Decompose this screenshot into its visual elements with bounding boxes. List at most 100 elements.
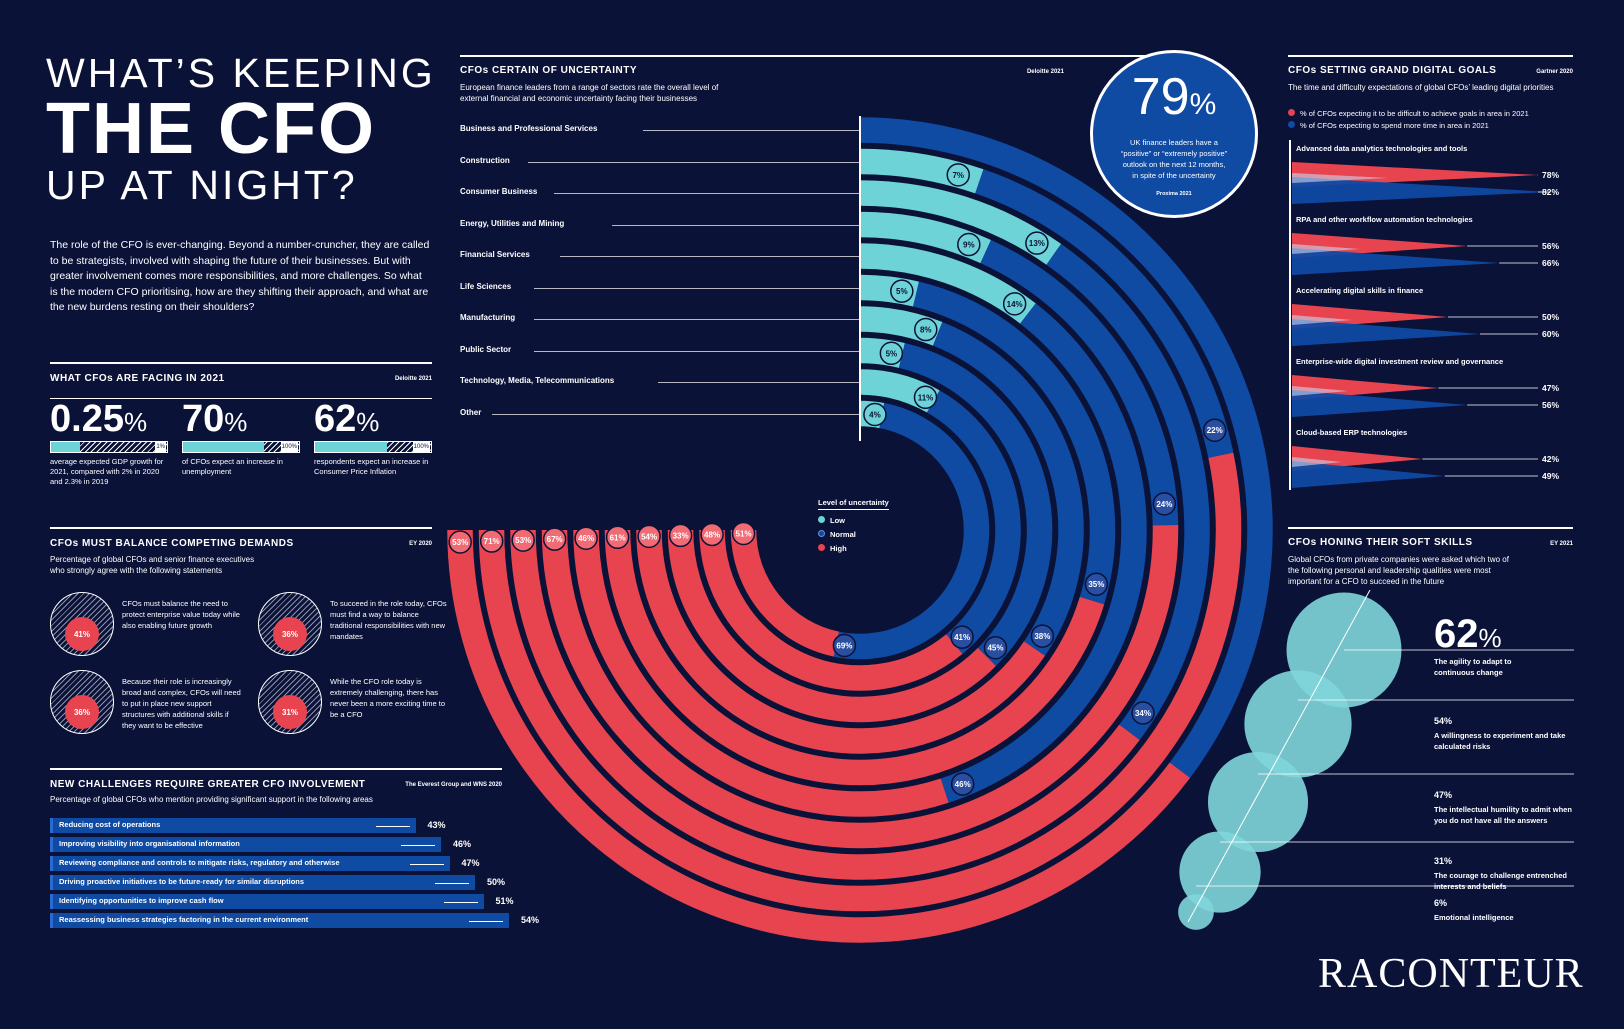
arc-low (859, 148, 984, 194)
stat-bar: 1% (50, 441, 168, 453)
digital-section: CFOs SETTING GRAND DIGITAL GOALS Gartner… (1288, 55, 1573, 76)
callout-source: Proxima 2021 (1156, 191, 1192, 197)
arc-label-badge (479, 529, 504, 553)
arc-label-badge (574, 526, 598, 550)
uncertainty-legend: Level of uncertainty Low Normal High (818, 498, 889, 556)
arc-label: 22% (1207, 426, 1223, 435)
digital-heading: CFOs SETTING GRAND DIGITAL GOALS (1288, 65, 1497, 76)
involvement-bar: Identifying opportunities to improve cas… (50, 894, 484, 909)
arc-label-badge (1131, 701, 1155, 725)
page-title: WHAT’S KEEPING THE CFO UP AT NIGHT? (46, 50, 436, 208)
arc-label-badge (731, 521, 756, 546)
balance-source: EY 2020 (409, 541, 432, 547)
arc-label: 61% (610, 533, 626, 542)
sector-leader (611, 224, 860, 226)
arc-label-badge (448, 530, 472, 554)
involvement-heading: NEW CHALLENGES REQUIRE GREATER CFO INVOL… (50, 779, 366, 790)
skill-label: Emotional intelligence (1434, 913, 1514, 922)
arc-normal (940, 303, 1147, 803)
facing-stat: 0.25% 1% average expected GDP growth for 2… (50, 398, 168, 487)
digital-source: Gartner 2020 (1536, 69, 1573, 75)
balance-circle: 36% (258, 592, 322, 656)
skills-heading: CFOs HONING THEIR SOFT SKILLS (1288, 537, 1473, 548)
digital-value-time: 60% (1542, 329, 1559, 339)
arc-label: 9% (963, 241, 975, 250)
title-line-2: THE CFO (46, 89, 376, 169)
involvement-label: Reducing cost of operations (59, 820, 161, 829)
sector-label: Other (460, 407, 482, 417)
arc-label: 7% (952, 171, 964, 180)
legend-more-time: % of CFOs expecting to spend more time i… (1288, 120, 1529, 132)
balance-text: While the CFO role today is extremely ch… (330, 677, 446, 719)
legend-difficult: % of CFOs expecting it to be difficult t… (1288, 108, 1529, 120)
skill-value: 6% (1434, 898, 1448, 908)
arc-normal (1046, 243, 1210, 740)
arc-normal (833, 403, 990, 660)
sector-leader (642, 130, 860, 131)
sector-leader (533, 319, 860, 320)
balance-text: To succeed in the role today, CFOs must … (330, 599, 447, 641)
arc-label: 35% (1088, 580, 1104, 589)
balance-circle: 31% (258, 670, 322, 734)
skill-value: 54% (1434, 716, 1453, 726)
sector-label: Consumer Business (460, 187, 538, 196)
facing-heading: WHAT CFOs ARE FACING IN 2021 (50, 373, 225, 384)
arc-high (667, 529, 996, 723)
skill-label: The intellectual humility to admit when … (1434, 805, 1572, 825)
sector-leader (554, 193, 860, 194)
digital-category: Cloud-based ERP technologies (1296, 428, 1407, 437)
sector-label: Energy, Utilities and Mining (460, 218, 565, 228)
involvement-bar: Driving proactive initiatives to be futu… (50, 875, 475, 890)
arc-label-badge (950, 625, 974, 649)
sector-label: Manufacturing (460, 313, 516, 322)
digital-category: Enterprise-wide digital investment revie… (1296, 357, 1503, 366)
involvement-value: 43% (427, 820, 446, 830)
arc-label: 71% (484, 537, 500, 546)
uk-outlook-callout: 79% UK finance leaders have a “positive”… (1090, 50, 1258, 218)
skills-source: EY 2021 (1550, 541, 1573, 547)
uncertainty-sub: European finance leaders from a range of… (460, 83, 719, 103)
arc-label-badge (1030, 624, 1055, 648)
sector-leader (533, 350, 860, 352)
arc-label-badge (511, 528, 535, 552)
digital-value-time: 66% (1542, 258, 1559, 268)
skill-value: 62% (1434, 612, 1502, 656)
balance-pct: 41% (65, 617, 99, 651)
stat-bar-fill (51, 442, 80, 452)
balance-pct: 36% (65, 695, 99, 729)
legend-item-low: Low (818, 514, 889, 528)
callout-text: UK finance leaders have a “positive” or … (1120, 138, 1228, 180)
title-line-3: UP AT NIGHT? (46, 162, 358, 208)
skill-label: A willingness to experiment and take cal… (1434, 731, 1566, 751)
arc-label-badge (879, 341, 904, 366)
arc-label: 53% (452, 538, 468, 547)
stat-value: 62% (314, 398, 380, 440)
involvement-bar: Reassessing business strategies factorin… (50, 913, 509, 928)
arc-label-badge (957, 232, 981, 257)
arc-high (730, 529, 840, 657)
involvement-bar: Reviewing compliance and controls to mit… (50, 856, 450, 871)
involvement-bar: Improving visibility into organisational… (50, 837, 441, 852)
uncertainty-section: CFOs CERTAIN OF UNCERTAINTY Deloitte 202… (460, 55, 1150, 76)
arc-label-badge (668, 523, 693, 548)
involvement-label: Reassessing business strategies factorin… (59, 915, 309, 924)
digital-value-difficult: 78% (1542, 170, 1559, 180)
arc-label: 5% (896, 287, 908, 296)
skill-bubble (1244, 670, 1352, 778)
digital-category: Accelerating digital skills in finance (1296, 286, 1423, 295)
skill-label: The courage to challenge entrenched inte… (1434, 871, 1567, 891)
sector-label: Public Sector (460, 344, 512, 354)
arc-label: 54% (641, 532, 657, 541)
digital-bar-time (1292, 319, 1480, 346)
sector-leader (528, 161, 860, 163)
digital-value-difficult: 56% (1542, 241, 1559, 251)
digital-bar-time (1292, 461, 1445, 488)
digital-value-difficult: 42% (1542, 454, 1559, 464)
arc-label: 53% (515, 536, 531, 545)
stat-bar: 100% (182, 441, 300, 453)
skill-bubble (1179, 831, 1261, 913)
arc-normal (898, 343, 1053, 666)
facing-source: Deloitte 2021 (394, 376, 432, 382)
uncertainty-heading: CFOs CERTAIN OF UNCERTAINTY (460, 65, 638, 76)
arc-label-badge (1025, 231, 1049, 255)
